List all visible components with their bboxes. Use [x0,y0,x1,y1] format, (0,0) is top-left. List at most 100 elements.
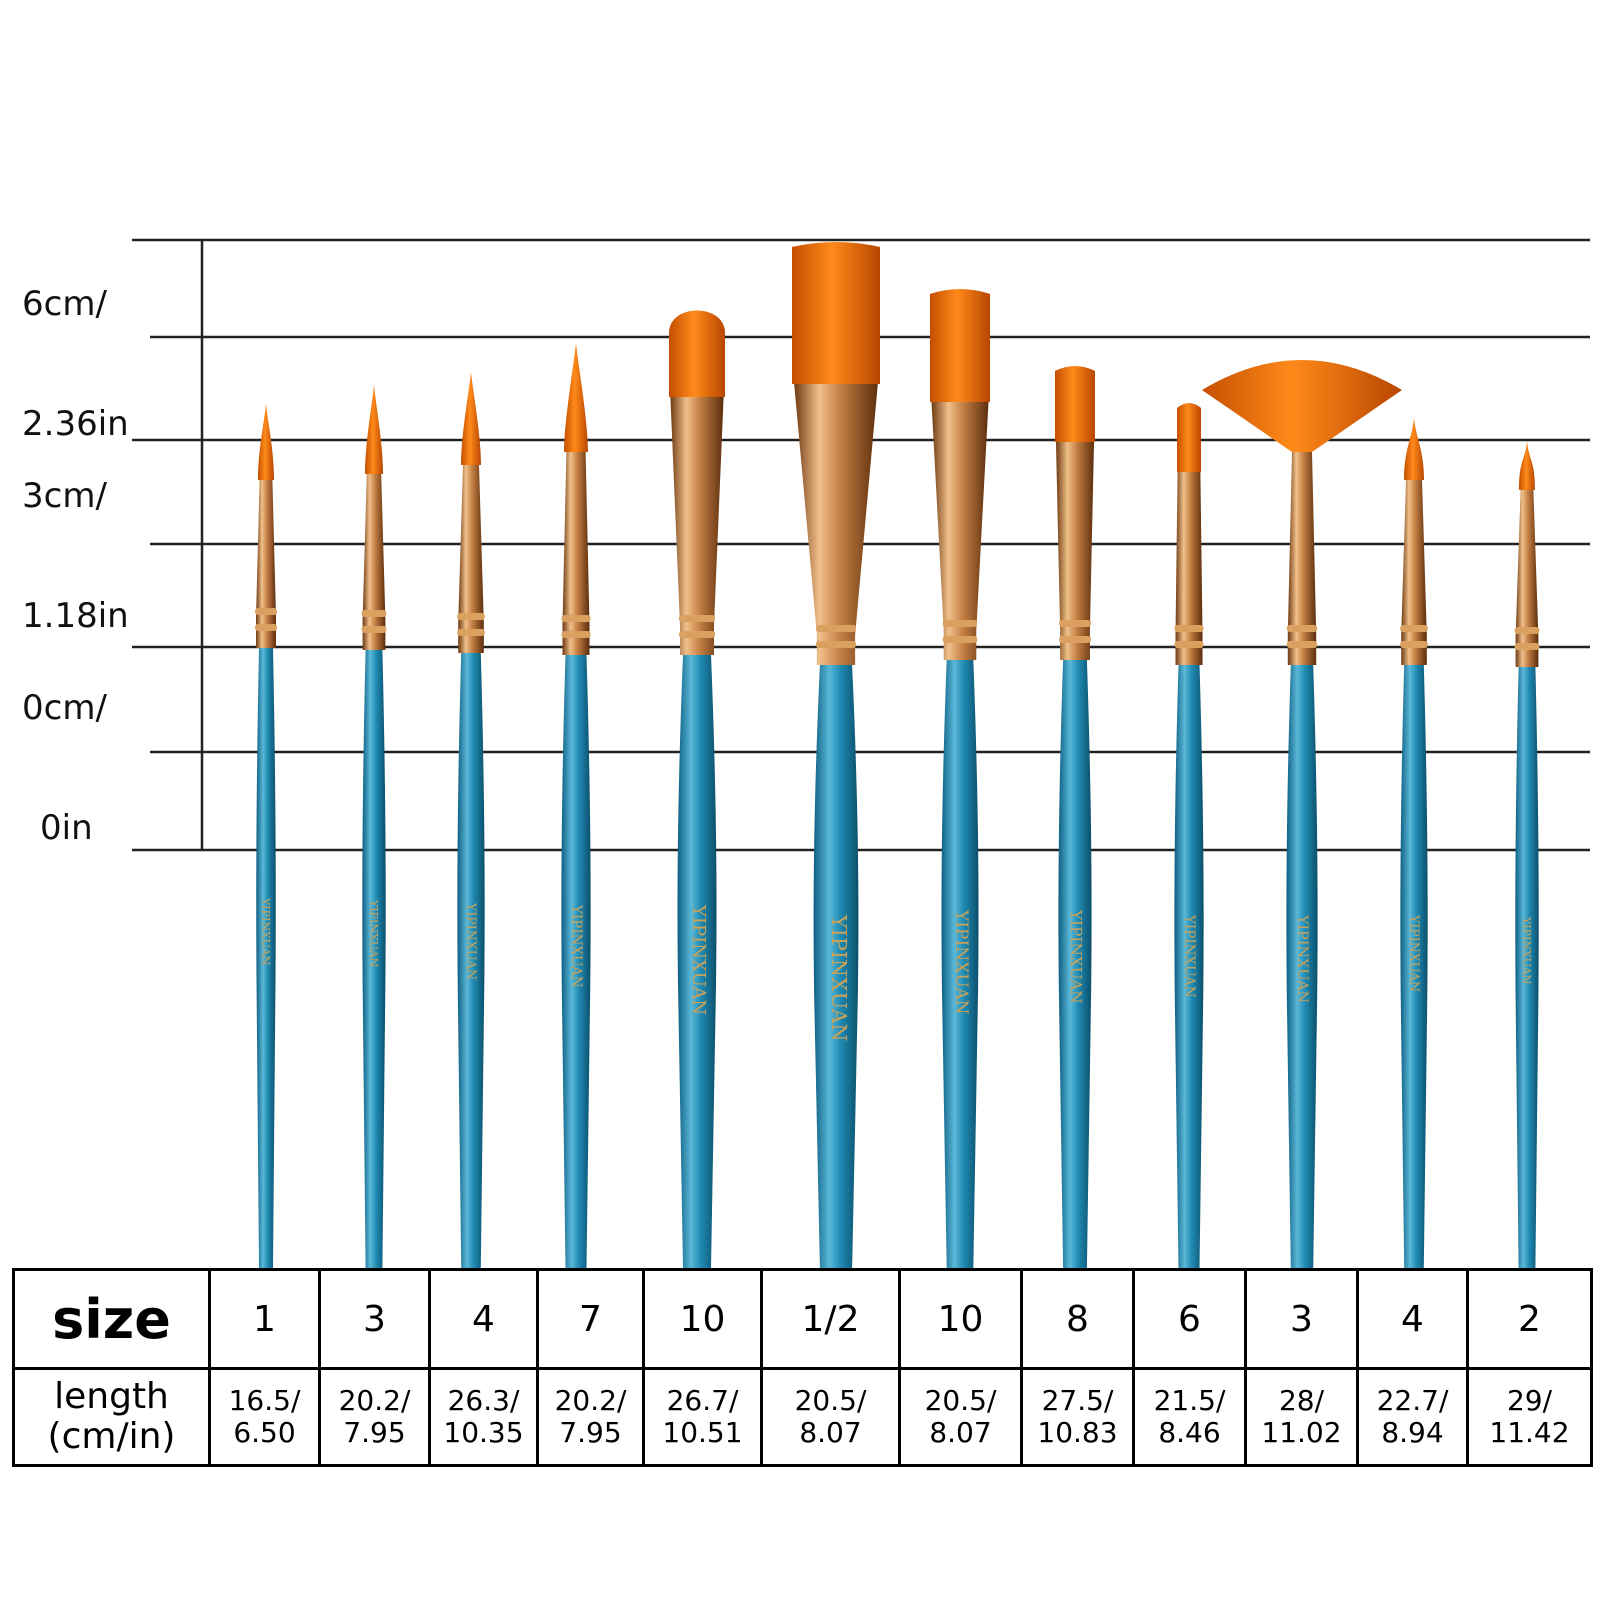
length-in: 7.95 [343,1416,406,1449]
ferrule-crimp [1059,620,1091,627]
ferrule-crimp [1059,636,1091,643]
length-cm: 28/ [1278,1384,1325,1417]
scale-label-cm: 6cm/ [22,284,107,324]
brush-imprint-text: YIPINXUAN [367,899,380,968]
brush-imprint-text: YIPINXUAN [1520,916,1533,985]
brush-bristles [792,242,880,384]
brush-bristles [1404,418,1424,480]
size-header: size [12,1268,211,1370]
size-cell: 1 [208,1268,321,1370]
length-cm: 29/ [1506,1384,1553,1417]
length-cm: 26.7/ [666,1384,739,1417]
length-cm: 20.2/ [554,1384,627,1417]
length-cm: 20.2/ [338,1384,411,1417]
scale-label-cm: 0cm/ [22,688,107,728]
length-in: 8.94 [1381,1416,1444,1449]
brush-imprint-text: YIPINXUAN [1181,914,1197,998]
brush-handle [457,653,485,1268]
brush-imprint-text: YIPINXUAN [464,902,479,980]
brush-handle [1174,665,1204,1268]
brush-ferrule [1056,442,1094,660]
size-cell: 2 [1466,1268,1593,1370]
brush-bristles [365,385,383,474]
ferrule-crimp [1174,641,1204,648]
brush-ferrule [1515,490,1539,667]
ferrule-crimp [815,625,857,632]
ferrule-crimp [1286,625,1318,632]
brush-group: YIPINXUAN YIPINXUAN YIPINXUAN YIPINXUAN YIPI… [255,242,1540,1268]
brush-imprint-text: YIPINXUAN [1407,914,1422,992]
brush-handle [561,655,591,1268]
size-cell: 10 [642,1268,763,1370]
brush-bristles [1055,366,1095,442]
ferrule-crimp [1400,625,1428,632]
ferrule-crimp [255,608,277,615]
paint-brush: YIPINXUAN [255,404,277,1268]
brush-bristles [1177,403,1201,472]
brush-ferrule [1401,480,1427,665]
length-cm: 16.5/ [228,1384,301,1417]
length-in: 7.95 [559,1416,622,1449]
brush-ferrule [562,452,590,655]
brush-bristles [1202,360,1402,452]
ferrule-crimp [561,631,591,638]
length-cell: 20.5/8.07 [898,1367,1023,1467]
ferrule-crimp [255,624,277,631]
size-cell: 3 [1244,1268,1359,1370]
length-header: length (cm/in) [12,1367,211,1467]
brush-ferrule [362,474,386,650]
ferrule-crimp [1400,641,1428,648]
size-cell: 1/2 [760,1268,901,1370]
brush-handle [1515,667,1539,1268]
ferrule-crimp [1514,627,1540,634]
brush-ferrule [931,402,989,660]
length-in: 8.07 [799,1416,862,1449]
size-cell: 7 [536,1268,645,1370]
brush-handle [677,655,717,1268]
length-cell: 20.2/7.95 [536,1367,645,1467]
ferrule-crimp [361,610,387,617]
ferrule-crimp [457,629,485,636]
length-in: 10.83 [1037,1416,1118,1449]
scale-label-in: 0in [40,808,93,848]
brush-bristles [930,289,990,402]
length-cm: 26.3/ [447,1384,520,1417]
paint-brush: YIPINXUAN [1514,441,1540,1268]
brush-ferrule [670,397,724,655]
paint-brush: YIPINXUAN [1202,360,1402,1268]
brush-ferrule [458,465,484,653]
brush-imprint-text: YIPINXUAN [688,904,709,1015]
brush-ferrule [1175,472,1203,665]
paint-brush: YIPINXUAN [930,289,990,1268]
length-cell: 22.7/8.94 [1356,1367,1469,1467]
length-cell: 28/11.02 [1244,1367,1359,1467]
ferrule-crimp [942,636,978,643]
brush-imprint-text: YIPINXUAN [568,904,584,988]
length-cell: 27.5/10.83 [1020,1367,1135,1467]
brush-handle [256,648,276,1268]
brush-bristles [461,372,481,465]
length-cm: 22.7/ [1376,1384,1449,1417]
brush-imprint-text: YIPINXUAN [827,914,851,1042]
brush-ferrule [256,480,276,648]
ferrule-crimp [561,615,591,622]
length-in: 8.46 [1158,1416,1221,1449]
scale-label-6cm: 6cm/ 2.36in [22,204,129,484]
paint-brush: YIPINXUAN [457,372,485,1268]
size-cell: 10 [898,1268,1023,1370]
brush-bristles [564,343,588,452]
brush-imprint-text: YIPINXUAN [259,897,272,966]
length-cm: 21.5/ [1153,1384,1226,1417]
length-row: length (cm/in) 16.5/6.50 20.2/7.95 26.3/… [12,1367,1593,1467]
ferrule-crimp [1514,643,1540,650]
ferrule-crimp [1174,625,1204,632]
scale-label-in: 2.36in [22,404,129,444]
scale-label-cm: 3cm/ [22,476,107,516]
ferrule-crimp [679,631,715,638]
scale-label-in: 1.18in [22,596,129,636]
ferrule-crimp [679,615,715,622]
brush-handle [1058,660,1092,1268]
brush-handle [813,665,859,1268]
ferrule-crimp [1286,641,1318,648]
length-cell: 26.3/10.35 [428,1367,539,1467]
